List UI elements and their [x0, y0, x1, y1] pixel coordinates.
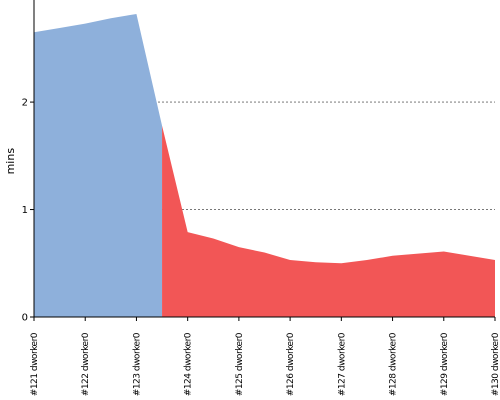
series-area-1 — [162, 125, 496, 317]
y-axis-title: mins — [4, 148, 17, 175]
series-areas — [34, 13, 496, 318]
y-tick-labels: 0 1 2 — [22, 98, 34, 324]
x-tick-label-9: #130 dworker0 — [491, 332, 500, 396]
x-tick-label-1: #122 dworker0 — [81, 332, 91, 396]
x-tick-label-3: #124 dworker0 — [184, 332, 194, 396]
series-area-0 — [34, 13, 163, 318]
x-tick-label-4: #125 dworker0 — [235, 332, 245, 396]
y-tick-label-0: 0 — [22, 313, 28, 324]
x-tick-label-2: #123 dworker0 — [132, 332, 142, 396]
x-tick-labels: #121 dworker0 #122 dworker0 #123 dworker0 #… — [30, 317, 500, 396]
y-tick-label-1: 1 — [22, 205, 28, 216]
x-tick-label-8: #129 dworker0 — [440, 332, 450, 396]
x-tick-label-5: #126 dworker0 — [286, 332, 296, 396]
x-tick-label-0: #121 dworker0 — [30, 332, 40, 396]
x-tick-label-6: #127 dworker0 — [337, 332, 347, 396]
x-tick-label-7: #128 dworker0 — [389, 332, 399, 396]
axes — [33, 0, 495, 318]
y-tick-label-2: 2 — [22, 98, 28, 109]
